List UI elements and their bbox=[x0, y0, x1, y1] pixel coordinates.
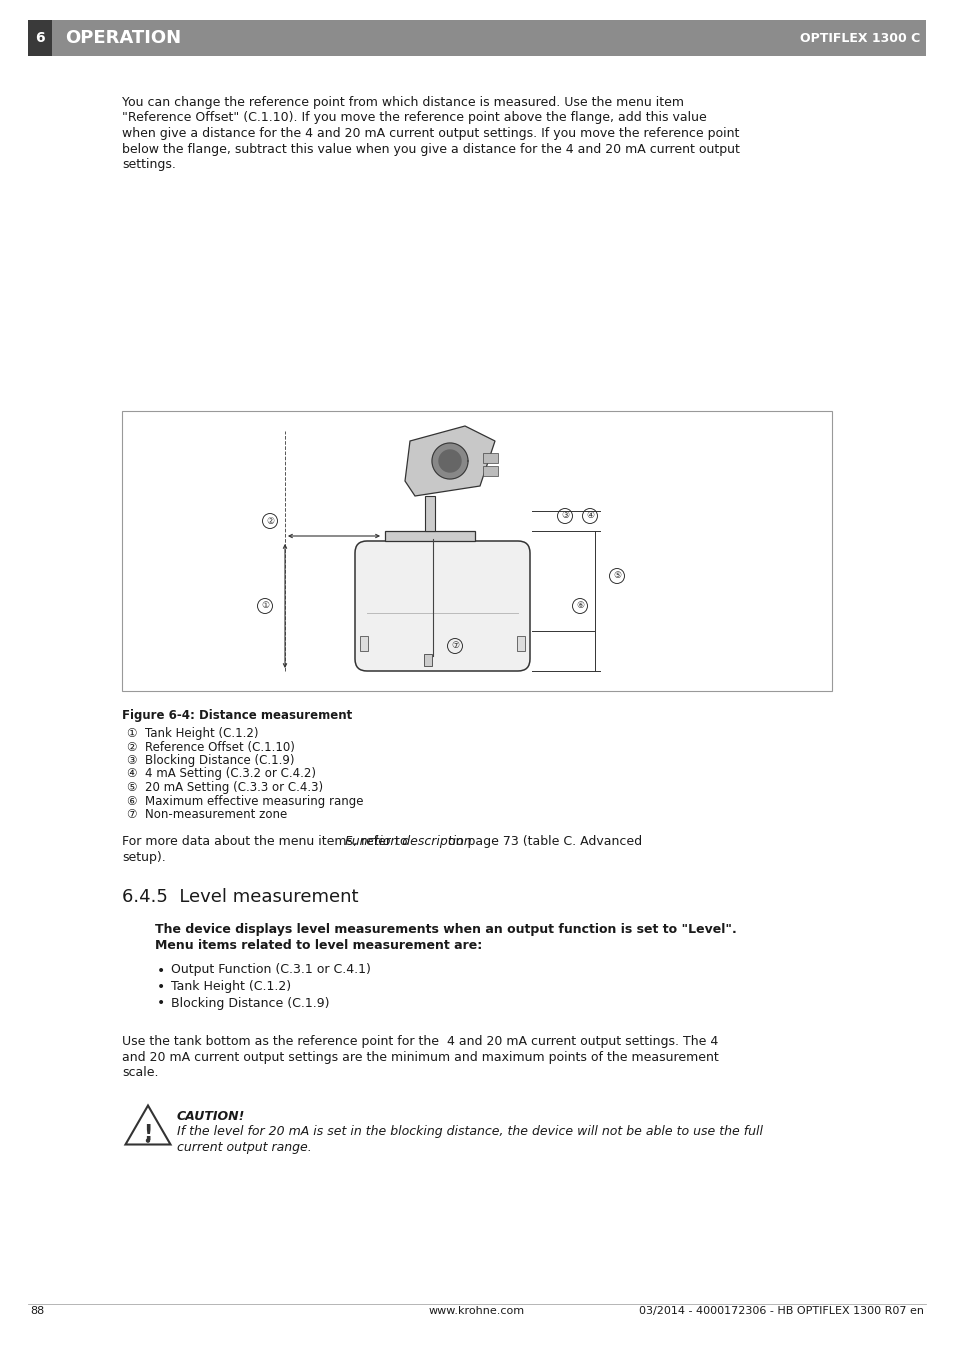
Text: If the level for 20 mA is set in the blocking distance, the device will not be a: If the level for 20 mA is set in the blo… bbox=[177, 1125, 762, 1138]
Text: when give a distance for the 4 and 20 mA current output settings. If you move th: when give a distance for the 4 and 20 mA… bbox=[122, 127, 739, 141]
Text: below the flange, subtract this value when you give a distance for the 4 and 20 : below the flange, subtract this value wh… bbox=[122, 142, 740, 155]
Text: "Reference Offset" (C.1.10). If you move the reference point above the flange, a: "Reference Offset" (C.1.10). If you move… bbox=[122, 112, 706, 124]
Bar bbox=[482, 466, 497, 476]
Text: OPERATION: OPERATION bbox=[65, 28, 181, 47]
Text: •: • bbox=[157, 997, 165, 1011]
Text: !: ! bbox=[143, 1124, 152, 1144]
Bar bbox=[385, 531, 475, 540]
Text: Blocking Distance (C.1.9): Blocking Distance (C.1.9) bbox=[171, 997, 329, 1009]
Text: ⑦: ⑦ bbox=[451, 642, 458, 650]
Text: CAUTION!: CAUTION! bbox=[177, 1109, 245, 1123]
FancyBboxPatch shape bbox=[355, 540, 530, 671]
Text: ⑤  20 mA Setting (C.3.3 or C.4.3): ⑤ 20 mA Setting (C.3.3 or C.4.3) bbox=[127, 781, 323, 794]
Text: www.krohne.com: www.krohne.com bbox=[429, 1306, 524, 1316]
Text: ⑤: ⑤ bbox=[612, 571, 620, 581]
Text: ③: ③ bbox=[560, 512, 569, 520]
Text: ②: ② bbox=[266, 516, 274, 526]
Polygon shape bbox=[405, 426, 495, 496]
Text: Figure 6-4: Distance measurement: Figure 6-4: Distance measurement bbox=[122, 709, 352, 721]
Text: current output range.: current output range. bbox=[177, 1140, 312, 1154]
Text: 03/2014 - 4000172306 - HB OPTIFLEX 1300 R07 en: 03/2014 - 4000172306 - HB OPTIFLEX 1300 … bbox=[639, 1306, 923, 1316]
Text: ④: ④ bbox=[585, 512, 594, 520]
Text: ②  Reference Offset (C.1.10): ② Reference Offset (C.1.10) bbox=[127, 740, 294, 754]
Text: ③  Blocking Distance (C.1.9): ③ Blocking Distance (C.1.9) bbox=[127, 754, 294, 767]
Bar bbox=[122, 411, 831, 690]
Text: Menu items related to level measurement are:: Menu items related to level measurement … bbox=[154, 939, 482, 952]
Text: 88: 88 bbox=[30, 1306, 44, 1316]
Text: 6: 6 bbox=[35, 31, 45, 45]
Polygon shape bbox=[438, 450, 460, 471]
Bar bbox=[482, 453, 497, 463]
Polygon shape bbox=[432, 443, 468, 480]
Text: Output Function (C.3.1 or C.4.1): Output Function (C.3.1 or C.4.1) bbox=[171, 963, 371, 977]
Polygon shape bbox=[126, 1105, 171, 1144]
Text: ④  4 mA Setting (C.3.2 or C.4.2): ④ 4 mA Setting (C.3.2 or C.4.2) bbox=[127, 767, 315, 781]
Text: ①: ① bbox=[261, 601, 269, 611]
Text: The device displays level measurements when an output function is set to "Level": The device displays level measurements w… bbox=[154, 923, 736, 935]
Bar bbox=[359, 636, 368, 651]
Bar bbox=[52, 20, 925, 55]
Text: ⑥: ⑥ bbox=[576, 601, 583, 611]
Text: Function description: Function description bbox=[344, 835, 471, 848]
Text: and 20 mA current output settings are the minimum and maximum points of the meas: and 20 mA current output settings are th… bbox=[122, 1051, 718, 1063]
Text: •: • bbox=[157, 979, 165, 994]
Bar bbox=[28, 20, 52, 55]
Text: setup).: setup). bbox=[122, 851, 166, 865]
Text: Tank Height (C.1.2): Tank Height (C.1.2) bbox=[171, 979, 291, 993]
Circle shape bbox=[147, 1139, 150, 1142]
Bar bbox=[423, 654, 432, 666]
Text: •: • bbox=[157, 963, 165, 978]
Text: on page 73 (table C. Advanced: on page 73 (table C. Advanced bbox=[443, 835, 641, 848]
Text: 6.4.5  Level measurement: 6.4.5 Level measurement bbox=[122, 888, 358, 905]
Text: Use the tank bottom as the reference point for the  4 and 20 mA current output s: Use the tank bottom as the reference poi… bbox=[122, 1035, 718, 1048]
Text: ①  Tank Height (C.1.2): ① Tank Height (C.1.2) bbox=[127, 727, 258, 740]
Text: For more data about the menu items, refer to: For more data about the menu items, refe… bbox=[122, 835, 411, 848]
Text: settings.: settings. bbox=[122, 158, 175, 172]
Bar bbox=[517, 636, 524, 651]
Text: OPTIFLEX 1300 C: OPTIFLEX 1300 C bbox=[799, 31, 919, 45]
Bar bbox=[424, 496, 435, 531]
Text: scale.: scale. bbox=[122, 1066, 158, 1079]
Text: ⑥  Maximum effective measuring range: ⑥ Maximum effective measuring range bbox=[127, 794, 363, 808]
Text: ⑦  Non-measurement zone: ⑦ Non-measurement zone bbox=[127, 808, 287, 821]
Text: You can change the reference point from which distance is measured. Use the menu: You can change the reference point from … bbox=[122, 96, 683, 109]
